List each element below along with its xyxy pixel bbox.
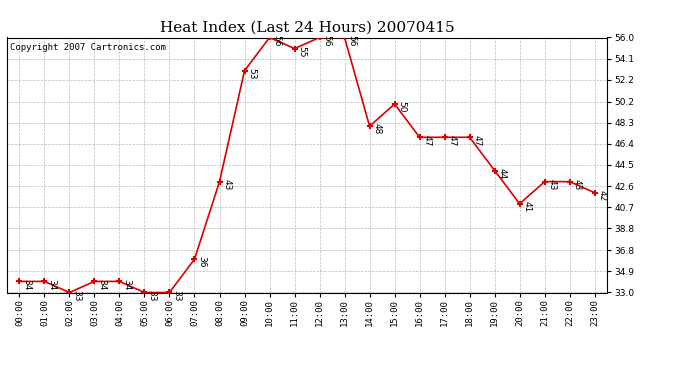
Text: 56: 56 (322, 35, 331, 46)
Text: 42: 42 (598, 190, 607, 201)
Text: 48: 48 (373, 123, 382, 135)
Text: 56: 56 (273, 35, 282, 46)
Text: 34: 34 (122, 279, 131, 290)
Text: 53: 53 (247, 68, 256, 80)
Text: 41: 41 (522, 201, 531, 212)
Text: 34: 34 (47, 279, 56, 290)
Text: 36: 36 (197, 256, 206, 268)
Text: 43: 43 (573, 179, 582, 190)
Text: 33: 33 (172, 290, 181, 301)
Text: 47: 47 (422, 135, 431, 146)
Title: Heat Index (Last 24 Hours) 20070415: Heat Index (Last 24 Hours) 20070415 (160, 21, 454, 35)
Text: 34: 34 (22, 279, 31, 290)
Text: 44: 44 (497, 168, 506, 179)
Text: 56: 56 (347, 35, 356, 46)
Text: 55: 55 (297, 46, 306, 57)
Text: 47: 47 (473, 135, 482, 146)
Text: 34: 34 (97, 279, 106, 290)
Text: 47: 47 (447, 135, 456, 146)
Text: 43: 43 (547, 179, 556, 190)
Text: 50: 50 (397, 101, 406, 113)
Text: 33: 33 (72, 290, 81, 301)
Text: 43: 43 (222, 179, 231, 190)
Text: 33: 33 (147, 290, 156, 301)
Text: Copyright 2007 Cartronics.com: Copyright 2007 Cartronics.com (10, 43, 166, 52)
